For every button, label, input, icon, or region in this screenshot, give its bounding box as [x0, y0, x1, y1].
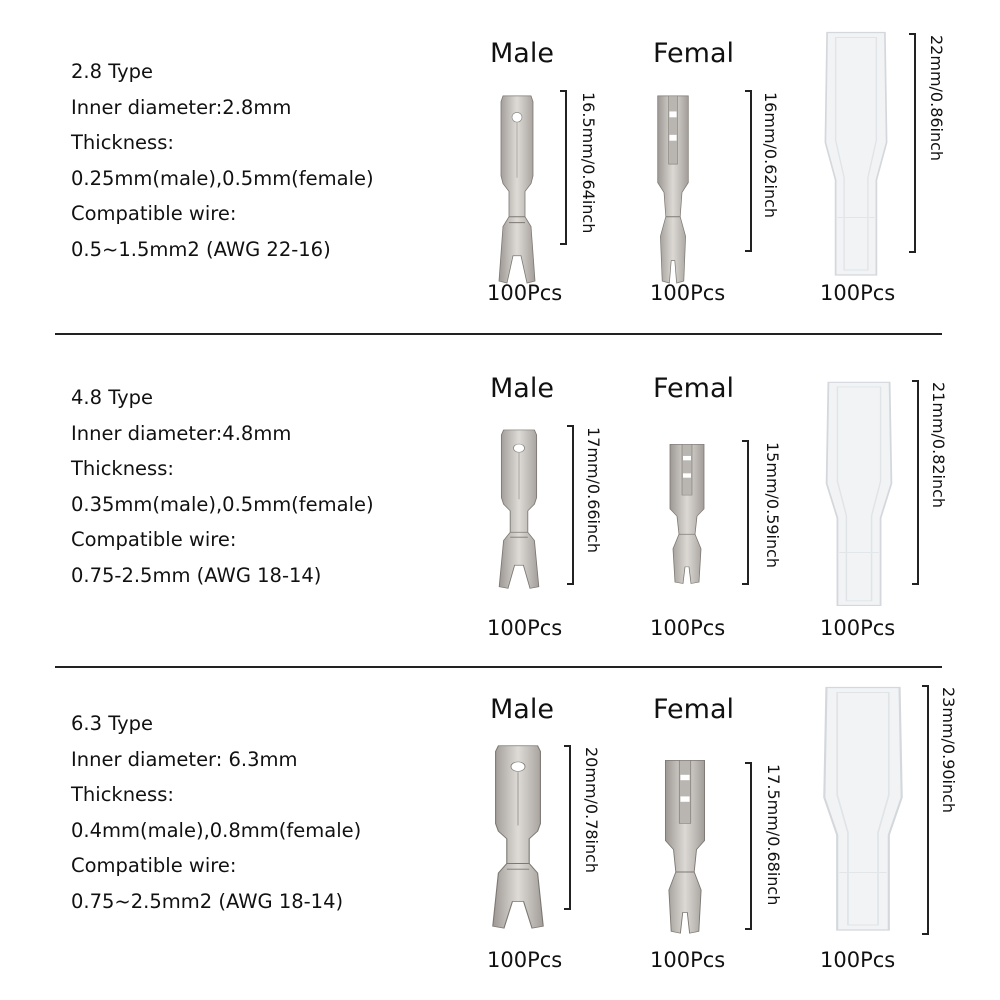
type-title: 2.8 Type — [71, 60, 153, 83]
dimension-bracket — [742, 440, 749, 585]
insulating-boot-image — [823, 686, 903, 931]
dimension-bracket — [909, 33, 916, 253]
section-divider — [55, 333, 942, 335]
spec-line: Inner diameter:2.8mm — [71, 95, 292, 119]
dimension-label: 15mm/0.59inch — [763, 442, 782, 569]
male-terminal-image — [498, 429, 540, 589]
dimension-bracket — [564, 745, 571, 910]
male-quantity: 100Pcs — [487, 616, 563, 640]
dimension-bracket — [745, 762, 752, 930]
spec-line: Compatible wire: — [71, 528, 237, 551]
female-quantity: 100Pcs — [650, 948, 726, 972]
male-quantity: 100Pcs — [487, 948, 563, 972]
dimension-label: 16.5mm/0.64inch — [579, 92, 598, 234]
spec-line: 0.35mm(male),0.5mm(female) — [71, 492, 374, 516]
dimension-label: 21mm/0.82inch — [929, 382, 948, 509]
female-terminal-image — [657, 95, 689, 284]
female-terminal-image — [669, 444, 705, 584]
female-terminal-image — [664, 760, 706, 934]
dimension-label: 16mm/0.62inch — [761, 92, 780, 219]
spec-line: Compatible wire: — [71, 202, 237, 225]
spec-line: Compatible wire: — [71, 854, 237, 877]
spec-line: Inner diameter:4.8mm — [71, 421, 292, 445]
spec-line: Inner diameter: 6.3mm — [71, 747, 298, 771]
dimension-label: 17mm/0.66inch — [584, 427, 603, 554]
spec-line: Thickness: — [71, 457, 174, 480]
dimension-bracket — [912, 380, 919, 585]
spec-line: 0.25mm(male),0.5mm(female) — [71, 166, 374, 190]
spec-line: 0.75-2.5mm (AWG 18-14) — [71, 563, 322, 587]
female-quantity: 100Pcs — [650, 281, 726, 305]
boot-quantity: 100Pcs — [820, 948, 896, 972]
spec-line: Thickness: — [71, 131, 174, 154]
type-title: 6.3 Type — [71, 712, 153, 735]
insulating-boot-image — [824, 31, 888, 276]
spec-line: 0.5~1.5mm2 (AWG 22-16) — [71, 237, 331, 261]
boot-quantity: 100Pcs — [820, 281, 896, 305]
male-header: Male — [490, 694, 554, 725]
male-header: Male — [490, 373, 554, 404]
male-header: Male — [490, 38, 554, 69]
spec-line: 0.4mm(male),0.8mm(female) — [71, 818, 362, 842]
insulating-boot-image — [825, 381, 893, 606]
female-header: Femal — [653, 373, 735, 404]
dimension-label: 20mm/0.78inch — [582, 747, 601, 874]
dimension-label: 23mm/0.90inch — [939, 687, 958, 814]
dimension-label: 22mm/0.86inch — [927, 35, 946, 162]
female-header: Femal — [653, 38, 735, 69]
boot-quantity: 100Pcs — [820, 616, 896, 640]
dimension-label: 17.5mm/0.68inch — [764, 764, 783, 906]
male-quantity: 100Pcs — [487, 281, 563, 305]
dimension-bracket — [567, 425, 574, 585]
dimension-bracket — [922, 685, 929, 935]
male-terminal-image — [492, 745, 544, 929]
female-quantity: 100Pcs — [650, 616, 726, 640]
dimension-bracket — [745, 90, 752, 252]
section-divider — [55, 666, 942, 668]
spec-line: Thickness: — [71, 783, 174, 806]
dimension-bracket — [560, 90, 567, 245]
female-header: Femal — [653, 694, 735, 725]
spec-line: 0.75~2.5mm2 (AWG 18-14) — [71, 889, 344, 913]
male-terminal-image — [498, 95, 536, 284]
type-title: 4.8 Type — [71, 386, 153, 409]
